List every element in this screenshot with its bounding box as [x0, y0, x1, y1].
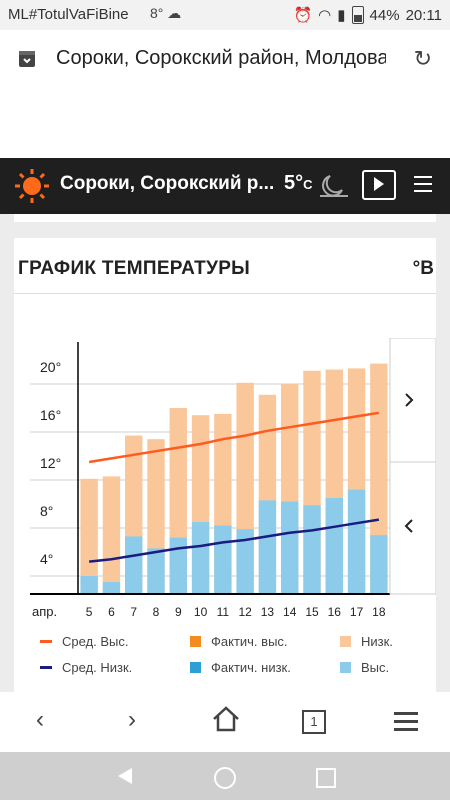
y-tick-label: 4°	[40, 551, 53, 567]
low-bar	[258, 500, 277, 594]
low-bar	[303, 505, 321, 594]
status-icons: 8° ☁	[150, 5, 182, 21]
chevron-right-icon	[405, 393, 414, 407]
x-tick-label: 18	[372, 605, 386, 619]
legend-swatch	[340, 636, 351, 647]
url-text[interactable]: Сороки, Сорокский район, Молдова	[56, 47, 386, 69]
chevron-left-icon	[404, 519, 413, 533]
legend-item: Фактич. выс.	[190, 634, 288, 649]
system-recents-icon[interactable]	[316, 768, 336, 788]
system-nav-bar	[0, 752, 450, 800]
signal-icon: ▮	[337, 7, 346, 24]
legend-swatch	[40, 640, 52, 643]
download-page-icon[interactable]	[18, 50, 36, 68]
legend-swatch	[190, 636, 201, 647]
low-bar	[325, 498, 343, 594]
carrier-label: ML#TotulVaFiBine	[8, 6, 129, 23]
legend-swatch	[190, 662, 201, 673]
x-axis-label: апр.	[32, 604, 57, 619]
legend-label: Сред. Низк.	[62, 660, 133, 675]
low-bar	[80, 576, 98, 594]
site-menu-icon[interactable]	[414, 176, 432, 197]
battery-icon	[351, 6, 364, 24]
x-tick-label: 8	[153, 605, 160, 619]
y-tick-label: 8°	[40, 503, 53, 519]
night-weather-icon	[320, 175, 348, 197]
video-button[interactable]	[362, 170, 396, 200]
low-bar	[102, 582, 121, 594]
home-icon[interactable]	[212, 706, 240, 732]
y-tick-label: 20°	[40, 359, 61, 375]
low-bar	[125, 536, 143, 594]
location-title[interactable]: Сороки, Сорокский р...	[60, 173, 275, 194]
high-bar	[80, 478, 98, 594]
y-tick-label: 16°	[40, 407, 61, 423]
low-bar	[169, 537, 187, 594]
browser-menu-icon[interactable]	[394, 712, 418, 736]
temperature-chart: 20° 16° 12° 8° 4° апр. 5 6 7 8 9 10 11 12 13 14 15 16 17 18	[30, 338, 436, 619]
content-area: ГРАФИК ТЕМПЕРАТУРЫ °В 20° 16° 12° 8° 4° апр. 5…	[0, 214, 450, 698]
system-home-icon[interactable]	[214, 767, 236, 789]
low-bar	[191, 522, 210, 594]
sun-logo-icon[interactable]	[14, 168, 50, 204]
current-temp-value: 5°	[284, 172, 304, 194]
low-bar	[236, 529, 254, 594]
unit-toggle[interactable]: °В	[412, 258, 434, 279]
current-temp-unit: C	[303, 177, 313, 192]
current-temp: 5°C	[284, 172, 313, 195]
legend-swatch	[40, 666, 52, 669]
x-tick-label: 17	[350, 605, 364, 619]
legend-item: Фактич. низк.	[190, 660, 291, 675]
status-right: ⏰ ◠ ▮ 44% 20:11	[293, 6, 442, 24]
legend-swatch	[340, 662, 351, 673]
x-tick-label: 6	[108, 605, 115, 619]
alarm-icon: ⏰	[293, 7, 313, 24]
avg-low-line	[89, 518, 380, 563]
clock-label: 20:11	[405, 6, 442, 24]
card-divider	[14, 293, 436, 294]
x-tick-label: 12	[238, 605, 252, 619]
low-bar	[214, 525, 232, 594]
x-tick-label: 7	[130, 605, 137, 619]
wifi-icon: ◠	[318, 7, 332, 24]
low-bar	[147, 548, 165, 594]
x-tick-label: 10	[194, 605, 208, 619]
tabs-count-button[interactable]: 1	[302, 710, 326, 734]
legend-item: Выс.	[340, 660, 389, 675]
scroll-left-button[interactable]	[389, 461, 436, 595]
reload-icon[interactable]: ↻	[413, 46, 432, 71]
status-bar: ML#TotulVaFiBine 8° ☁ ⏰ ◠ ▮ 44% 20:11	[0, 0, 450, 30]
legend-item: Сред. Низк.	[40, 660, 132, 675]
legend-label: Сред. Выс.	[62, 634, 129, 649]
back-icon[interactable]: ‹	[36, 706, 44, 733]
site-header: Сороки, Сорокский р... 5°C	[0, 158, 450, 214]
url-bar: Сороки, Сорокский район, Молдова ↻	[0, 30, 450, 88]
battery-label: 44%	[369, 6, 400, 24]
y-tick-label: 12°	[40, 455, 61, 471]
card-title: ГРАФИК ТЕМПЕРАТУРЫ	[18, 258, 251, 279]
legend-label: Фактич. низк.	[211, 660, 291, 675]
x-tick-label: 11	[217, 605, 230, 619]
x-tick-label: 15	[305, 605, 319, 619]
x-tick-label: 14	[283, 605, 297, 619]
x-tick-label: 5	[86, 605, 93, 619]
browser-bottom-nav: ‹ ›	[0, 692, 450, 752]
system-back-icon[interactable]	[118, 768, 132, 784]
high-bar	[102, 476, 121, 594]
legend-label: Выс.	[361, 660, 390, 675]
legend-label: Низк.	[361, 634, 393, 649]
low-bar	[347, 489, 366, 594]
legend-label: Фактич. выс.	[211, 634, 288, 649]
x-tick-label: 9	[175, 605, 182, 619]
low-bar	[281, 501, 299, 594]
legend-item: Сред. Выс.	[40, 634, 129, 649]
avg-high-line	[88, 411, 380, 464]
x-tick-label: 13	[261, 605, 275, 619]
legend-item: Низк.	[340, 634, 393, 649]
previous-card-edge	[14, 214, 436, 222]
forward-icon[interactable]: ›	[128, 706, 136, 733]
low-bar	[370, 535, 388, 594]
x-tick-label: 16	[328, 605, 342, 619]
